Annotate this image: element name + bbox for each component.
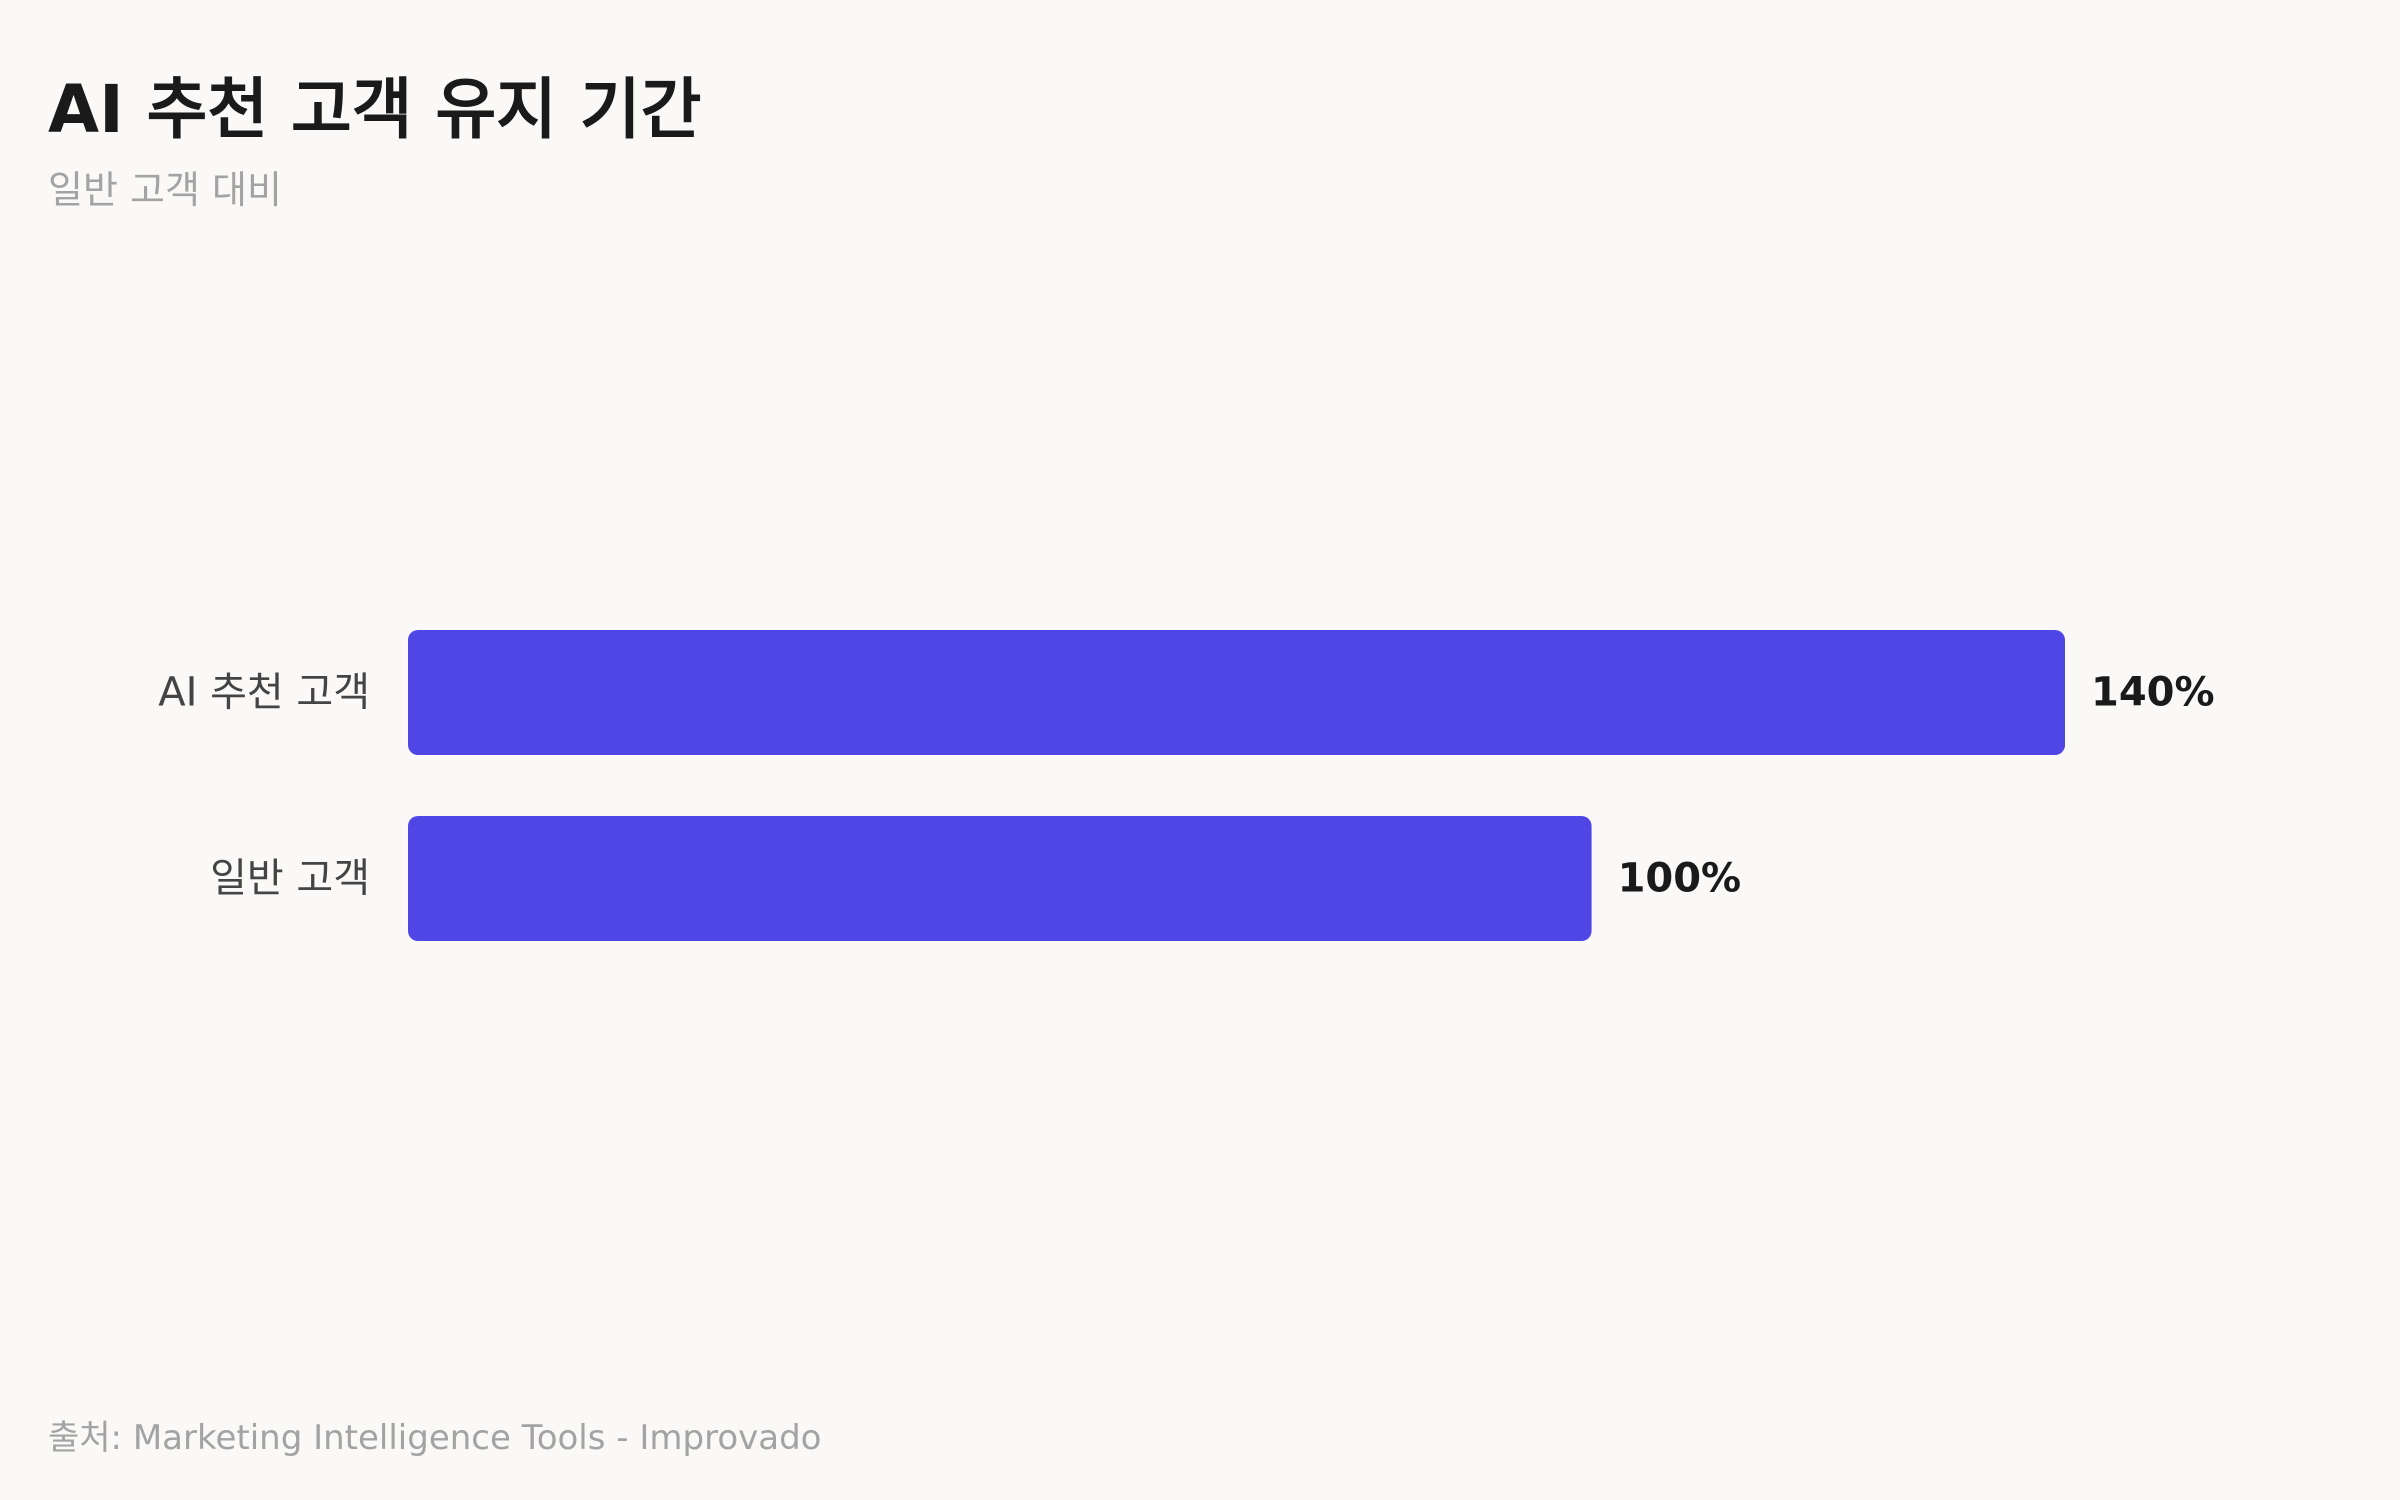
category-label-1: AI 추천 고객 [158,670,370,716]
chart-title: AI 추천 고객 유지 기간 [48,71,702,148]
value-label-2: 100% [1618,856,1742,902]
value-label-1: 140% [2091,670,2215,716]
bar-1 [408,630,2065,755]
bar-2 [408,816,1592,941]
category-label-2: 일반 고객 [210,856,370,902]
source-note: 출처: Marketing Intelligence Tools - Impro… [48,1418,822,1458]
chart-subtitle: 일반 고객 대비 [48,168,282,212]
